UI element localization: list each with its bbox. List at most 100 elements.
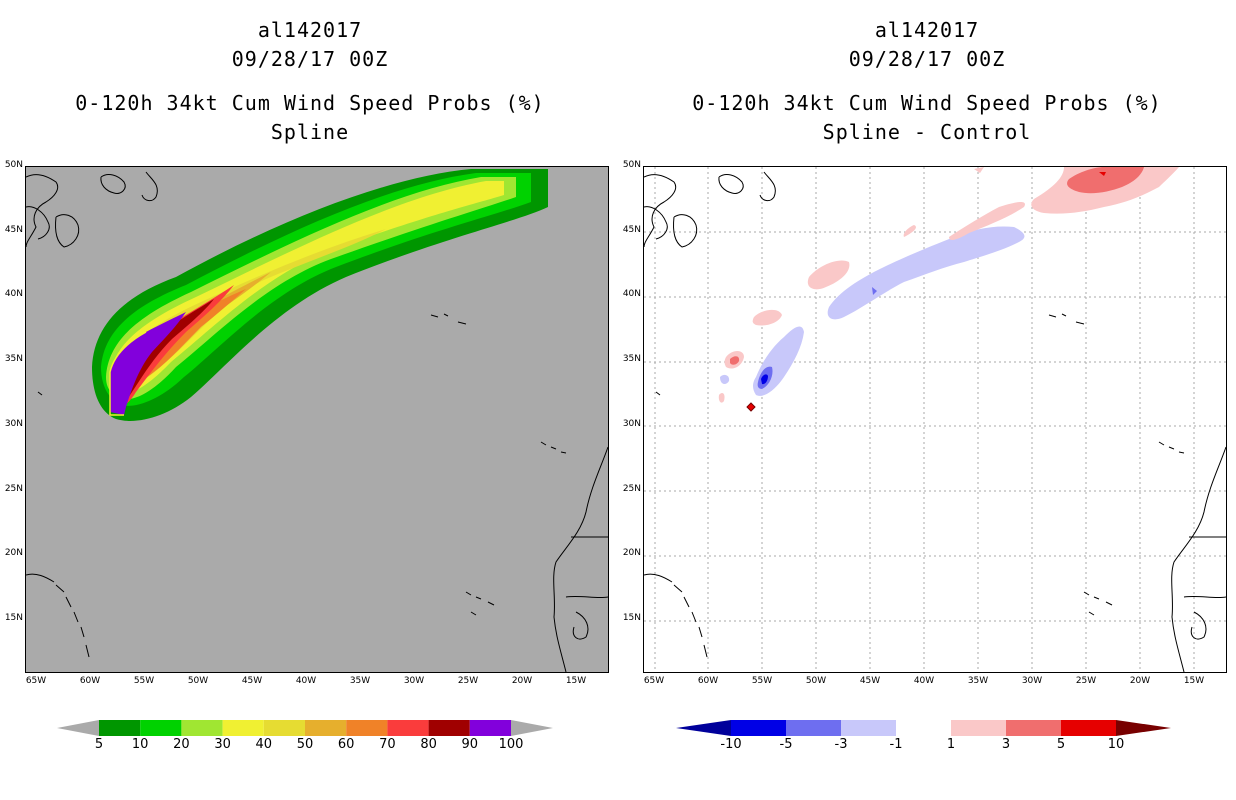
diff-negative-main [827,226,1025,320]
caribbean-right [644,573,708,658]
colorbar-label: 5 [94,737,104,752]
colorbar-swatch [387,720,429,736]
right-difference-map [643,166,1227,673]
caribbean-left [26,573,90,658]
colorbar-swatch [263,720,305,736]
azores-right [1048,313,1085,325]
colorbar-label: -5 [779,737,793,752]
cape-verde-right [1083,591,1113,616]
right-map-canvas [644,167,1226,672]
colorbar-label: -10 [720,737,742,752]
lat-label: 35N [622,354,641,365]
right-colorbar [676,720,1171,736]
lat-label: 50N [622,160,641,170]
lon-label: 60W [79,676,101,686]
colorbar-swatch [346,720,388,736]
colorbar-label: 20 [173,737,190,752]
lon-label: 35W [349,676,371,686]
colorbar-swatch [1061,720,1116,736]
left-product-title: 0-120h 34kt Cum Wind Speed Probs (%) [75,91,545,115]
lon-label: 65W [643,676,665,686]
diff-positive-diamond [746,402,756,412]
canary-islands-left [540,441,567,454]
africa-coast-right [1171,446,1226,672]
right-storm-id: al142017 [874,18,980,42]
lat-label: 15N [622,612,641,623]
lon-label: 40W [913,676,935,686]
colorbar-label: 10 [131,737,149,752]
lat-label: 50N [4,160,23,170]
left-datetime: 09/28/17 00Z [231,47,389,71]
cape-verde-left [465,591,495,616]
newfoundland-coast-right [644,174,677,248]
right-product-title: 0-120h 34kt Cum Wind Speed Probs (%) [692,91,1162,115]
left-storm-id: al142017 [257,18,363,42]
right-datetime: 09/28/17 00Z [848,47,1006,71]
colorbar-label: 1 [946,737,956,752]
left-colorbar-low-arrow [57,720,99,736]
lon-label: 45W [859,676,881,686]
colorbar-label: 90 [461,737,479,752]
africa-coast-left [553,446,608,672]
right-subtitle: Spline - Control [822,120,1032,144]
colorbar-label: 80 [420,737,437,752]
colorbar-swatch [181,720,223,736]
prob-band-outline [109,331,147,416]
colorbar-label: 3 [1001,737,1011,752]
canary-islands-right [1158,441,1185,454]
lon-label: 55W [133,676,155,686]
lat-label: 40N [4,289,23,300]
left-map-canvas [26,169,608,672]
colorbar-label: 60 [337,737,355,752]
colorbar-swatch [951,720,1006,736]
colorbar-label: 70 [379,737,396,752]
lon-label: 40W [295,676,317,686]
grid-lines [644,167,1226,672]
left-colorbar-high-arrow [511,720,553,736]
lat-label: 25N [622,483,641,494]
colorbar-label: 30 [214,737,231,752]
left-colorbar [57,720,553,736]
lat-label: 40N [622,289,641,300]
colorbar-swatch [140,720,182,736]
lon-label: 50W [187,676,209,686]
colorbar-label: 40 [255,737,273,752]
colorbar-label: -3 [834,737,848,752]
colorbar-swatch [428,720,470,736]
colorbar-swatch [731,720,786,736]
prob-band-100 [110,312,186,415]
prob-band-70 [111,285,234,410]
diff-positive-core [1067,167,1144,194]
colorbar-swatch [469,720,511,736]
colorbar-swatch [305,720,347,736]
left-probability-map [25,166,609,673]
colorbar-swatch [222,720,264,736]
colorbar-label: 50 [296,737,314,752]
azores-left [430,313,467,325]
lon-label: 45W [241,676,263,686]
right-colorbar-high-arrow [1116,720,1171,736]
lon-label: 15W [565,676,587,686]
lon-label: 30W [1021,676,1043,686]
lon-label: 20W [511,676,533,686]
colorbar-swatch [896,720,951,736]
colorbar-swatch [841,720,896,736]
prob-band-10 [101,173,531,406]
lon-label: 20W [1129,676,1151,686]
lat-label: 15N [4,612,23,623]
lon-label: 25W [457,676,479,686]
lon-label: 25W [1075,676,1097,686]
colorbar-swatch [786,720,841,736]
colorbar-label: 10 [1107,737,1125,752]
colorbar-label: 5 [1056,737,1066,752]
lat-label: 35N [4,354,23,365]
lat-label: 30N [622,418,641,429]
lat-label: 30N [4,418,23,429]
lon-label: 55W [751,676,773,686]
lat-label: 20N [4,548,23,559]
left-subtitle: Spline [270,120,350,144]
lat-label: 20N [622,548,641,559]
lon-label: 60W [697,676,719,686]
colorbar-swatch [99,720,141,736]
lon-label: 65W [25,676,47,686]
